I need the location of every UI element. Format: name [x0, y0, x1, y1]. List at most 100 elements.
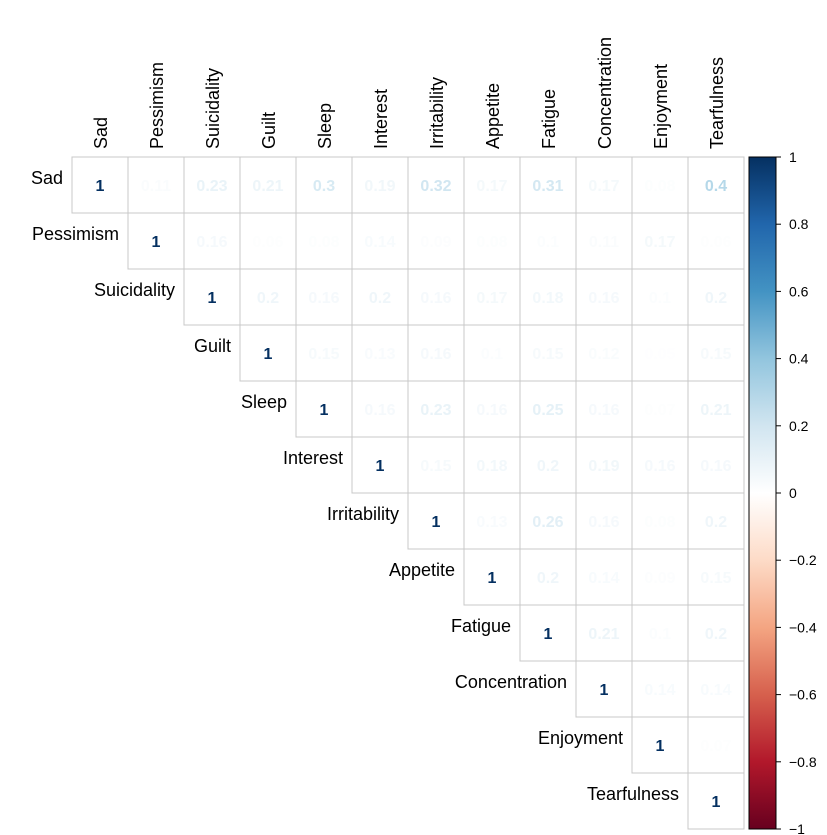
cell-value: 0.32: [420, 178, 451, 195]
cell-sad-interest: [351, 156, 409, 214]
cell-value: 0.14: [644, 682, 675, 699]
cell-fatigue-concentration: [575, 604, 633, 662]
cell-pessimism-suicidality: [183, 212, 241, 270]
cell-value: 0.19: [588, 458, 619, 475]
cell-sleep-tearfulness: [687, 380, 745, 438]
cell-value: 0.17: [588, 178, 619, 195]
cell-value: 0.16: [308, 290, 339, 307]
cell-guilt-fatigue: [519, 324, 577, 382]
cell-pessimism-fatigue: [519, 212, 577, 270]
cell-appetite-enjoyment: [631, 548, 689, 606]
cell-value: 0.15: [420, 458, 451, 475]
cell-sleep-fatigue: [519, 380, 577, 438]
cell-enjoyment-tearfulness: [687, 716, 745, 774]
colorbar-gradient: [748, 156, 777, 830]
column-label: Sad: [91, 117, 111, 149]
cell-value: 0.2: [705, 514, 727, 531]
cell-value: 0.2: [537, 458, 559, 475]
cell-value: 0.16: [476, 402, 507, 419]
cell-value: 0.15: [700, 346, 731, 363]
cell-suicidality-interest: [351, 268, 409, 326]
cell-pessimism-concentration: [575, 212, 633, 270]
column-label: Enjoyment: [651, 64, 671, 149]
cell-value: 0.1: [649, 626, 671, 643]
column-label: Irritability: [427, 77, 447, 149]
colorbar-tick-label: 0.4: [789, 351, 809, 367]
column-label: Suicidality: [203, 68, 223, 149]
cell-enjoyment-enjoyment: [631, 716, 689, 774]
cell-value: 0.16: [588, 402, 619, 419]
cell-sleep-concentration: [575, 380, 633, 438]
row-label: Sad: [31, 168, 63, 188]
column-label: Interest: [371, 89, 391, 149]
cell-value: 1: [376, 458, 385, 475]
cell-guilt-interest: [351, 324, 409, 382]
cell-sad-sad: [71, 156, 129, 214]
cell-value: 0.21: [700, 402, 731, 419]
column-labels: Sad Pessimism Suicidality Guilt Sleep Interes…: [91, 37, 727, 149]
cell-value: 0.12: [588, 346, 619, 363]
cell-value: 0.2: [537, 570, 559, 587]
cell-value: 1: [264, 346, 273, 363]
cell-value: 1: [712, 794, 721, 811]
colorbar-tick-label: 0.6: [789, 283, 809, 299]
cell-concentration-concentration: [575, 660, 633, 718]
cell-guilt-guilt: [239, 324, 297, 382]
row-label: Fatigue: [451, 616, 511, 636]
cell-suicidality-irritability: [407, 268, 465, 326]
cell-value: 1: [656, 738, 665, 755]
colorbar-tick-label: −0.6: [789, 687, 817, 703]
row-label: Sleep: [241, 392, 287, 412]
cell-value: 0.16: [644, 458, 675, 475]
cell-value: 0.05: [644, 346, 675, 363]
cell-sleep-appetite: [463, 380, 521, 438]
row-label: Interest: [283, 448, 343, 468]
cell-value: 0.09: [420, 234, 451, 251]
column-label: Concentration: [595, 37, 615, 149]
cell-value: 0.07: [644, 402, 675, 419]
cell-value: 0.2: [369, 290, 391, 307]
cell-value: 0.26: [532, 514, 563, 531]
colorbar-tick-label: 0.8: [789, 216, 809, 232]
cell-value: 1: [96, 178, 105, 195]
row-label: Guilt: [194, 336, 231, 356]
cell-value: 0.15: [308, 346, 339, 363]
cell-pessimism-appetite: [463, 212, 521, 270]
cell-sad-concentration: [575, 156, 633, 214]
cell-suicidality-guilt: [239, 268, 297, 326]
cell-sleep-sleep: [295, 380, 353, 438]
cell-value: 0.13: [476, 514, 507, 531]
cell-suicidality-concentration: [575, 268, 633, 326]
cell-irritability-appetite: [463, 492, 521, 550]
cell-value: 1: [488, 570, 497, 587]
cell-value: 0.06: [252, 234, 283, 251]
cell-value: 1: [544, 626, 553, 643]
cell-pessimism-tearfulness: [687, 212, 745, 270]
cell-value: 1: [208, 290, 217, 307]
cell-value: 0.14: [700, 682, 731, 699]
cell-value: 0.1: [649, 290, 671, 307]
cell-value: 0.13: [364, 346, 395, 363]
cell-value: 0.1: [537, 234, 559, 251]
cell-value: 0.17: [476, 178, 507, 195]
cell-pessimism-sleep: [295, 212, 353, 270]
cell-sad-tearfulness: [687, 156, 745, 214]
cell-value: 0.19: [364, 178, 395, 195]
colorbar-tick-label: −0.4: [789, 619, 817, 635]
cell-sad-suicidality: [183, 156, 241, 214]
cell-irritability-concentration: [575, 492, 633, 550]
cell-value: 1: [432, 514, 441, 531]
cell-appetite-concentration: [575, 548, 633, 606]
column-label: Sleep: [315, 103, 335, 149]
cell-concentration-tearfulness: [687, 660, 745, 718]
cell-value: 0.25: [532, 402, 563, 419]
row-label: Appetite: [389, 560, 455, 580]
cell-value: 0.4: [705, 178, 727, 195]
row-label: Irritability: [327, 504, 399, 524]
cell-value: 0.2: [705, 626, 727, 643]
cell-sleep-irritability: [407, 380, 465, 438]
column-label: Tearfulness: [707, 57, 727, 149]
cell-suicidality-appetite: [463, 268, 521, 326]
cell-value: 0.16: [420, 290, 451, 307]
cell-value: 0.11: [141, 178, 171, 195]
